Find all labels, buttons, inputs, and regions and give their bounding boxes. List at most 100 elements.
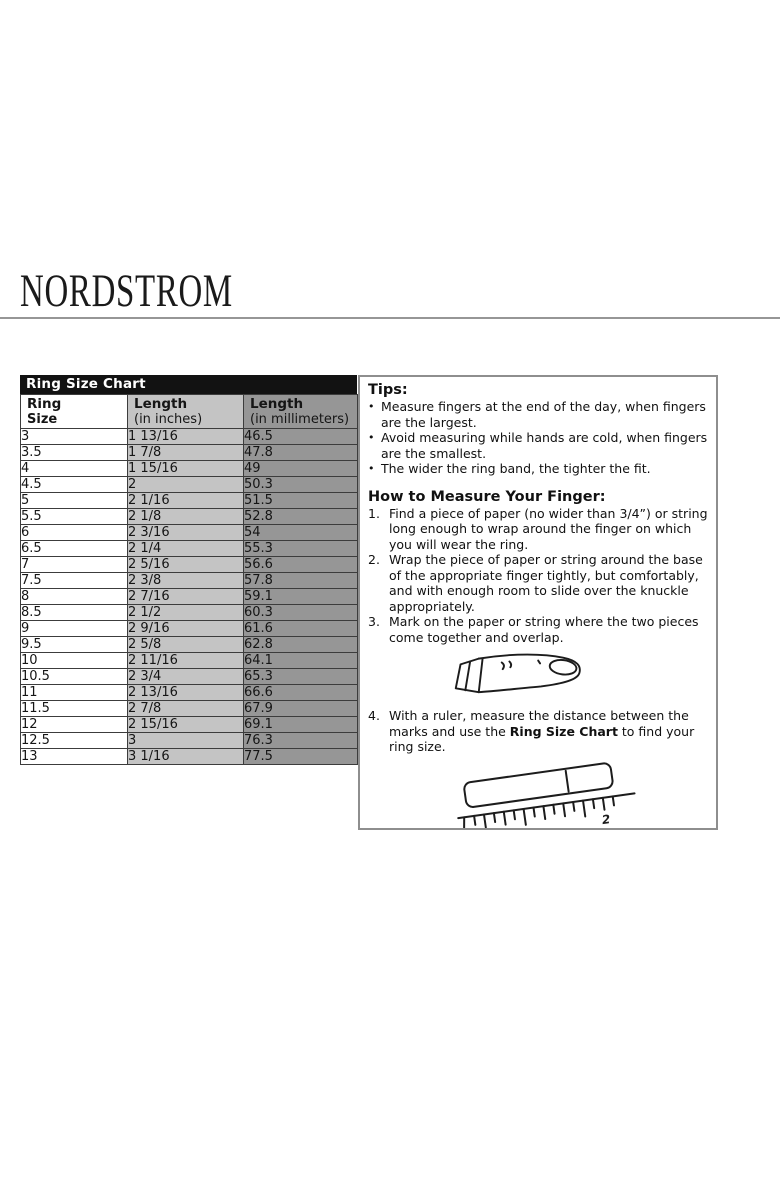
tip-text: Avoid measuring while hands are cold, wh… <box>381 430 708 461</box>
cell-length-mm: 57.8 <box>243 572 358 589</box>
cell-length-mm: 50.3 <box>243 476 358 493</box>
cell-ring-size: 4.5 <box>20 476 128 493</box>
cell-length-inches: 2 3/16 <box>127 524 244 541</box>
table-row: 6 2 3/16 54 <box>20 524 358 541</box>
ruler-number-1: 1 <box>522 827 532 830</box>
cell-ring-size: 11.5 <box>20 700 128 717</box>
cell-ring-size: 9 <box>20 620 128 637</box>
table-row: 4 1 15/16 49 <box>20 460 358 477</box>
table-row: 10 2 11/16 64.1 <box>20 652 358 669</box>
ruler-left-end <box>462 815 466 828</box>
how-to-step: 1. Find a piece of paper (no wider than … <box>368 506 710 553</box>
cell-length-mm: 62.8 <box>243 636 358 653</box>
cell-ring-size: 3.5 <box>20 444 128 461</box>
cell-length-inches: 2 1/16 <box>127 492 244 509</box>
cell-length-inches: 2 7/16 <box>127 588 244 605</box>
table-row: 7 2 5/16 56.6 <box>20 556 358 573</box>
table-row: 6.5 2 1/4 55.3 <box>20 540 358 557</box>
cell-ring-size: 5.5 <box>20 508 128 525</box>
cell-ring-size: 6 <box>20 524 128 541</box>
step-text: Find a piece of paper (no wider than 3/4… <box>389 505 708 552</box>
overlap-mark <box>564 769 570 793</box>
cell-ring-size: 8.5 <box>20 604 128 621</box>
table-row: 3.5 1 7/8 47.8 <box>20 444 358 461</box>
table-body: 3 1 13/16 46.5 3.5 1 7/8 47.8 4 1 15/16 … <box>20 428 358 765</box>
step4-post: to find your ring size. <box>389 723 695 755</box>
table-row: 10.5 2 3/4 65.3 <box>20 668 358 685</box>
step-number: 2. <box>368 552 380 567</box>
cell-length-inches: 2 1/8 <box>127 508 244 525</box>
table-row: 12 2 15/16 69.1 <box>20 716 358 733</box>
measure-instructions-panel: Tips: • Measure fingers at the end of th… <box>358 375 718 830</box>
cell-length-mm: 60.3 <box>243 604 358 621</box>
cell-length-inches: 2 3/4 <box>127 668 244 685</box>
cell-ring-size: 8 <box>20 588 128 605</box>
cell-length-mm: 65.3 <box>243 668 358 685</box>
cell-length-mm: 76.3 <box>243 732 358 749</box>
step-number: 4. <box>368 708 380 723</box>
cell-length-inches: 1 15/16 <box>127 460 244 477</box>
col-header-length-mm: Length (in millimeters) <box>243 394 358 429</box>
table-row: 5.5 2 1/8 52.8 <box>20 508 358 525</box>
ruler-number-2: 2 <box>601 812 611 827</box>
table-row: 13 3 1/16 77.5 <box>20 748 358 765</box>
col-header-line2: (in inches) <box>134 412 203 427</box>
how-to-step: 2. Wrap the piece of paper or string aro… <box>368 552 710 614</box>
cell-length-mm: 61.6 <box>243 620 358 637</box>
col-header-line2: (in millimeters) <box>250 412 350 427</box>
table-row: 11 2 13/16 66.6 <box>20 684 358 701</box>
tip-item: • Avoid measuring while hands are cold, … <box>368 430 710 461</box>
col-header-ring-size: Ring Size <box>20 394 128 429</box>
cell-ring-size: 7.5 <box>20 572 128 589</box>
bullet-icon: • <box>368 431 375 444</box>
step-number: 1. <box>368 505 380 521</box>
tip-item: • The wider the ring band, the tighter t… <box>368 461 710 477</box>
tip-item: • Measure fingers at the end of the day,… <box>368 399 710 430</box>
tips-heading: Tips: <box>368 382 408 398</box>
cell-length-mm: 56.6 <box>243 556 358 573</box>
cell-length-inches: 2 5/16 <box>127 556 244 573</box>
cell-ring-size: 11 <box>20 684 128 701</box>
table-row: 5 2 1/16 51.5 <box>20 492 358 509</box>
cell-length-inches: 2 5/8 <box>127 636 244 653</box>
cell-length-inches: 2 11/16 <box>127 652 244 669</box>
header-divider <box>0 317 780 319</box>
cell-ring-size: 10.5 <box>20 668 128 685</box>
step-number: 3. <box>368 614 380 629</box>
cell-length-inches: 3 <box>127 732 244 749</box>
cell-length-inches: 2 <box>127 476 244 493</box>
cell-length-mm: 49 <box>243 460 358 477</box>
cell-length-mm: 47.8 <box>243 444 358 461</box>
ruler-ticks <box>473 794 615 828</box>
cell-ring-size: 12 <box>20 716 128 733</box>
paper-strip <box>463 761 614 808</box>
cell-ring-size: 13 <box>20 748 128 765</box>
cell-length-inches: 2 13/16 <box>127 684 244 701</box>
cell-length-mm: 52.8 <box>243 508 358 525</box>
col-header-line1: Ring <box>27 396 62 412</box>
col-header-line2: Size <box>27 412 58 427</box>
table-header-row: Ring Size Length (in inches) Length (in … <box>20 394 358 429</box>
cell-length-mm: 51.5 <box>243 492 358 509</box>
cell-ring-size: 6.5 <box>20 540 128 557</box>
cell-length-mm: 54 <box>243 524 358 541</box>
how-to-step: 3. Mark on the paper or string where the… <box>368 614 710 645</box>
step4-chart-ref: Ring Size Chart <box>509 723 618 739</box>
cell-ring-size: 5 <box>20 492 128 509</box>
fingernail <box>548 658 578 676</box>
table-row: 8 2 7/16 59.1 <box>20 588 358 605</box>
ring-size-chart: Ring Size Chart Ring Size Length (in inc… <box>20 375 358 765</box>
ruler-edge <box>457 791 636 819</box>
cell-length-inches: 3 1/16 <box>127 748 244 765</box>
bullet-icon: • <box>368 400 375 413</box>
step-text: With a ruler, measure the distance betwe… <box>389 708 710 755</box>
cell-length-mm: 46.5 <box>243 428 358 445</box>
table-row: 9.5 2 5/8 62.8 <box>20 636 358 653</box>
table-row: 3 1 13/16 46.5 <box>20 428 358 445</box>
cell-length-mm: 59.1 <box>243 588 358 605</box>
cell-length-inches: 2 1/2 <box>127 604 244 621</box>
knuckle-lines <box>500 660 513 671</box>
cell-length-inches: 2 7/8 <box>127 700 244 717</box>
col-header-length-inches: Length (in inches) <box>127 394 244 429</box>
cell-ring-size: 3 <box>20 428 128 445</box>
